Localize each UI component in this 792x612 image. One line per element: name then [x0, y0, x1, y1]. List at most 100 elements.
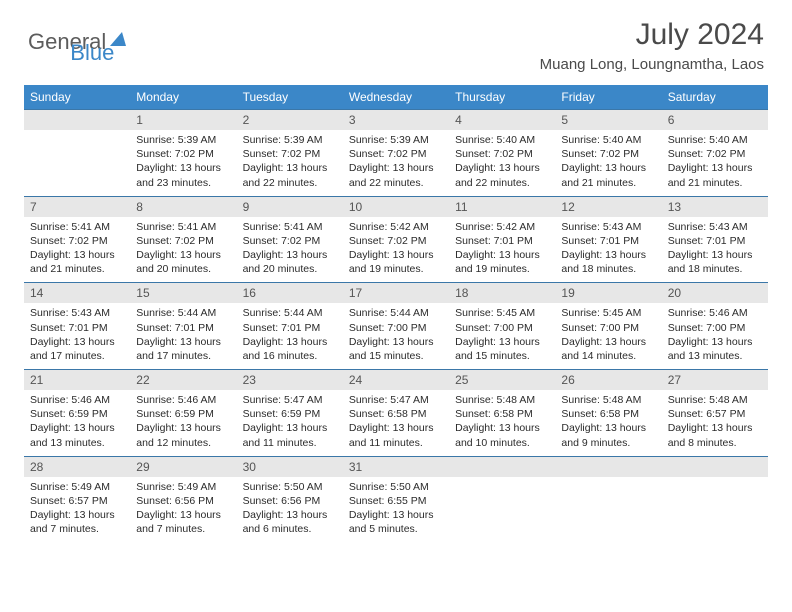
day-sunrise-text: Sunrise: 5:39 AM — [349, 133, 443, 147]
day-sunset-text: Sunset: 7:01 PM — [561, 234, 655, 248]
day-detail-cell: Sunrise: 5:45 AMSunset: 7:00 PMDaylight:… — [555, 303, 661, 369]
day-daylight2-text: and 22 minutes. — [349, 176, 443, 190]
day-number-cell: 22 — [130, 370, 236, 391]
day-sunset-text: Sunset: 7:02 PM — [561, 147, 655, 161]
day-sunset-text: Sunset: 6:56 PM — [243, 494, 337, 508]
day-daylight2-text: and 12 minutes. — [136, 436, 230, 450]
day-daylight1-text: Daylight: 13 hours — [243, 508, 337, 522]
day-sunset-text: Sunset: 7:02 PM — [136, 234, 230, 248]
day-daylight1-text: Daylight: 13 hours — [349, 161, 443, 175]
day-number-cell — [449, 456, 555, 477]
day-daylight1-text: Daylight: 13 hours — [349, 335, 443, 349]
day-daylight2-text: and 22 minutes. — [243, 176, 337, 190]
day-detail-cell: Sunrise: 5:42 AMSunset: 7:02 PMDaylight:… — [343, 217, 449, 283]
day-detail-cell: Sunrise: 5:44 AMSunset: 7:01 PMDaylight:… — [130, 303, 236, 369]
day-daylight2-text: and 13 minutes. — [668, 349, 762, 363]
day-number-cell: 30 — [237, 456, 343, 477]
day-detail-cell: Sunrise: 5:50 AMSunset: 6:55 PMDaylight:… — [343, 477, 449, 543]
day-detail-cell: Sunrise: 5:41 AMSunset: 7:02 PMDaylight:… — [24, 217, 130, 283]
day-number-cell: 29 — [130, 456, 236, 477]
day-daylight1-text: Daylight: 13 hours — [136, 248, 230, 262]
day-detail-cell: Sunrise: 5:41 AMSunset: 7:02 PMDaylight:… — [237, 217, 343, 283]
day-sunset-text: Sunset: 7:02 PM — [243, 234, 337, 248]
day-detail-cell: Sunrise: 5:45 AMSunset: 7:00 PMDaylight:… — [449, 303, 555, 369]
day-daylight2-text: and 8 minutes. — [668, 436, 762, 450]
day-number-cell: 4 — [449, 110, 555, 131]
title-block: July 2024 Muang Long, Loungnamtha, Laos — [540, 18, 764, 73]
day-number-cell: 28 — [24, 456, 130, 477]
day-sunset-text: Sunset: 7:01 PM — [243, 321, 337, 335]
day-daylight1-text: Daylight: 13 hours — [243, 161, 337, 175]
day-sunrise-text: Sunrise: 5:48 AM — [455, 393, 549, 407]
day-sunset-text: Sunset: 7:02 PM — [136, 147, 230, 161]
day-detail-cell: Sunrise: 5:44 AMSunset: 7:01 PMDaylight:… — [237, 303, 343, 369]
day-sunrise-text: Sunrise: 5:41 AM — [30, 220, 124, 234]
day-detail-cell: Sunrise: 5:40 AMSunset: 7:02 PMDaylight:… — [449, 130, 555, 196]
day-sunset-text: Sunset: 6:57 PM — [30, 494, 124, 508]
day-header: Saturday — [662, 85, 768, 110]
week-detail-row: Sunrise: 5:46 AMSunset: 6:59 PMDaylight:… — [24, 390, 768, 456]
day-sunrise-text: Sunrise: 5:47 AM — [243, 393, 337, 407]
day-daylight1-text: Daylight: 13 hours — [30, 248, 124, 262]
day-sunrise-text: Sunrise: 5:50 AM — [349, 480, 443, 494]
day-sunrise-text: Sunrise: 5:40 AM — [561, 133, 655, 147]
day-sunrise-text: Sunrise: 5:44 AM — [243, 306, 337, 320]
day-detail-cell — [449, 477, 555, 543]
day-sunrise-text: Sunrise: 5:42 AM — [455, 220, 549, 234]
day-daylight2-text: and 15 minutes. — [455, 349, 549, 363]
day-daylight2-text: and 21 minutes. — [668, 176, 762, 190]
day-daylight1-text: Daylight: 13 hours — [668, 421, 762, 435]
calendar-table: Sunday Monday Tuesday Wednesday Thursday… — [24, 85, 768, 542]
day-sunrise-text: Sunrise: 5:44 AM — [136, 306, 230, 320]
day-sunrise-text: Sunrise: 5:47 AM — [349, 393, 443, 407]
day-daylight1-text: Daylight: 13 hours — [668, 335, 762, 349]
day-daylight2-text: and 19 minutes. — [455, 262, 549, 276]
day-daylight1-text: Daylight: 13 hours — [349, 508, 443, 522]
month-title: July 2024 — [540, 18, 764, 52]
day-sunset-text: Sunset: 6:59 PM — [30, 407, 124, 421]
day-daylight1-text: Daylight: 13 hours — [243, 421, 337, 435]
day-detail-cell: Sunrise: 5:46 AMSunset: 7:00 PMDaylight:… — [662, 303, 768, 369]
day-daylight1-text: Daylight: 13 hours — [455, 248, 549, 262]
week-number-row: 28293031 — [24, 456, 768, 477]
day-detail-cell: Sunrise: 5:46 AMSunset: 6:59 PMDaylight:… — [24, 390, 130, 456]
day-daylight2-text: and 18 minutes. — [668, 262, 762, 276]
day-daylight2-text: and 5 minutes. — [349, 522, 443, 536]
day-daylight2-text: and 17 minutes. — [30, 349, 124, 363]
day-sunrise-text: Sunrise: 5:46 AM — [30, 393, 124, 407]
day-daylight2-text: and 21 minutes. — [30, 262, 124, 276]
day-sunrise-text: Sunrise: 5:41 AM — [243, 220, 337, 234]
day-sunrise-text: Sunrise: 5:48 AM — [668, 393, 762, 407]
logo-text-blue: Blue — [70, 40, 114, 66]
day-sunset-text: Sunset: 6:56 PM — [136, 494, 230, 508]
day-detail-cell: Sunrise: 5:48 AMSunset: 6:57 PMDaylight:… — [662, 390, 768, 456]
day-sunrise-text: Sunrise: 5:45 AM — [561, 306, 655, 320]
day-daylight2-text: and 20 minutes. — [136, 262, 230, 276]
day-sunset-text: Sunset: 6:59 PM — [243, 407, 337, 421]
day-number-cell: 1 — [130, 110, 236, 131]
day-sunset-text: Sunset: 7:00 PM — [561, 321, 655, 335]
day-header: Monday — [130, 85, 236, 110]
week-detail-row: Sunrise: 5:41 AMSunset: 7:02 PMDaylight:… — [24, 217, 768, 283]
day-number-cell: 18 — [449, 283, 555, 304]
day-daylight1-text: Daylight: 13 hours — [136, 161, 230, 175]
day-sunrise-text: Sunrise: 5:49 AM — [30, 480, 124, 494]
day-daylight2-text: and 9 minutes. — [561, 436, 655, 450]
day-detail-cell — [662, 477, 768, 543]
day-detail-cell: Sunrise: 5:49 AMSunset: 6:57 PMDaylight:… — [24, 477, 130, 543]
day-sunset-text: Sunset: 7:01 PM — [136, 321, 230, 335]
day-number-cell: 6 — [662, 110, 768, 131]
day-number-cell — [555, 456, 661, 477]
day-detail-cell: Sunrise: 5:44 AMSunset: 7:00 PMDaylight:… — [343, 303, 449, 369]
day-number-cell: 17 — [343, 283, 449, 304]
day-daylight2-text: and 11 minutes. — [243, 436, 337, 450]
day-header-row: Sunday Monday Tuesday Wednesday Thursday… — [24, 85, 768, 110]
day-daylight1-text: Daylight: 13 hours — [668, 248, 762, 262]
day-detail-cell: Sunrise: 5:43 AMSunset: 7:01 PMDaylight:… — [24, 303, 130, 369]
day-daylight2-text: and 17 minutes. — [136, 349, 230, 363]
day-number-cell: 31 — [343, 456, 449, 477]
day-number-cell: 3 — [343, 110, 449, 131]
day-daylight1-text: Daylight: 13 hours — [561, 248, 655, 262]
day-number-cell: 7 — [24, 196, 130, 217]
day-daylight2-text: and 19 minutes. — [349, 262, 443, 276]
